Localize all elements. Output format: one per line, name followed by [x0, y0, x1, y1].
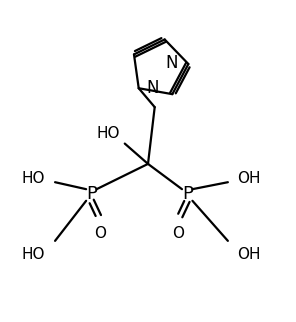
Text: HO: HO — [22, 171, 46, 186]
Text: OH: OH — [237, 247, 261, 262]
Text: N: N — [146, 79, 158, 97]
Text: HO: HO — [97, 126, 120, 141]
Text: N: N — [166, 53, 178, 71]
Text: O: O — [94, 226, 106, 242]
Text: HO: HO — [22, 247, 46, 262]
Text: O: O — [173, 226, 184, 242]
Text: P: P — [86, 185, 97, 204]
Text: P: P — [182, 185, 193, 204]
Text: OH: OH — [237, 171, 261, 186]
